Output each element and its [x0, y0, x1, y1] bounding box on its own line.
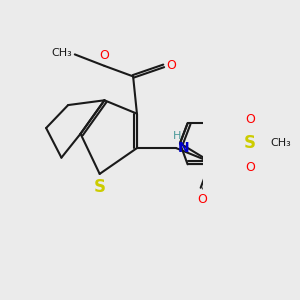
Text: S: S [94, 178, 106, 196]
Text: O: O [100, 49, 110, 62]
Text: N: N [178, 141, 189, 155]
Text: O: O [245, 113, 255, 126]
Text: S: S [244, 134, 256, 152]
Text: CH₃: CH₃ [51, 48, 72, 58]
Text: H: H [173, 131, 182, 141]
Text: O: O [245, 161, 255, 174]
Text: O: O [197, 193, 207, 206]
Text: CH₃: CH₃ [271, 138, 292, 148]
Text: O: O [167, 59, 176, 72]
